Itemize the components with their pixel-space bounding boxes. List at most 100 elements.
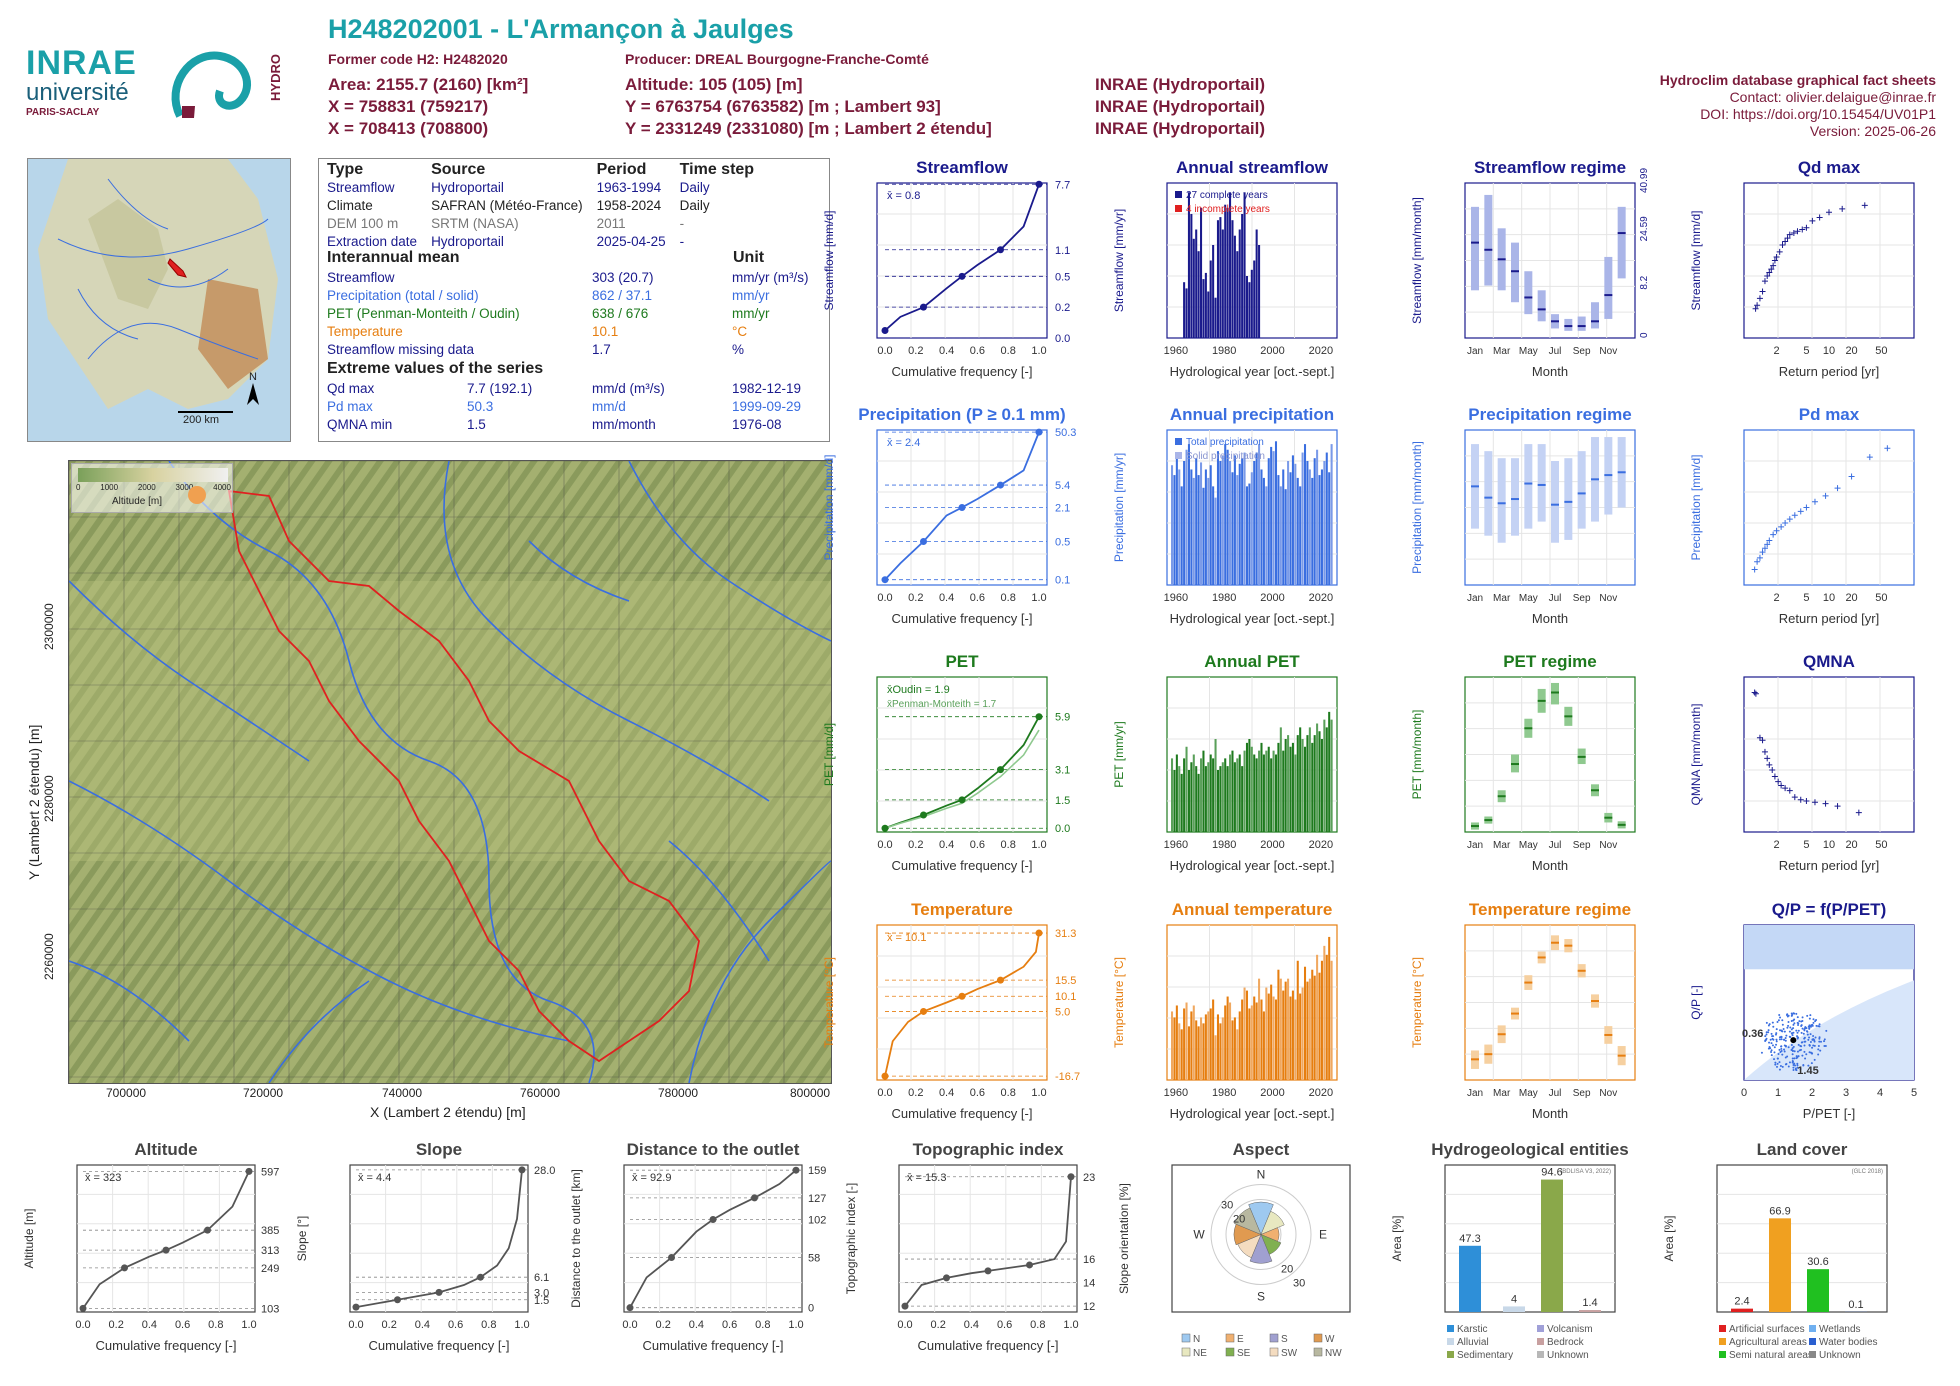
plot-frame <box>876 676 1048 833</box>
x-tick-label: 2000 <box>1260 1087 1284 1099</box>
bar <box>1279 727 1282 832</box>
legend-label: Karstic <box>1457 1324 1488 1335</box>
x-axis-label: Cumulative frequency [-] <box>918 1338 1059 1353</box>
scatter-point <box>1808 1036 1811 1039</box>
bar <box>1229 192 1232 338</box>
plot-area: 31.3 15.5 10.1 5.0 -16.7 0.0 0.2 0.4 0.6 0.8 1.0 x̄… <box>876 924 1080 1099</box>
legend-swatch <box>1269 1347 1279 1357</box>
legend-swatch <box>1225 1333 1235 1343</box>
scatter-point <box>1780 1036 1783 1039</box>
regime-box <box>1511 458 1519 536</box>
bar <box>1187 444 1190 585</box>
x-tick-label: 0.6 <box>970 839 985 851</box>
plot-area: 1960 1980 2000 2020 <box>1164 924 1338 1099</box>
chart-title: Qd max <box>1798 158 1861 177</box>
x-tick-label: 1980 <box>1212 592 1236 604</box>
y-axis-label: PET [mm/month] <box>1410 710 1424 800</box>
return-point <box>1791 794 1798 801</box>
bar <box>1202 750 1205 832</box>
return-point <box>1834 485 1841 492</box>
bar <box>1190 1011 1193 1080</box>
bar <box>1197 1026 1200 1080</box>
return-point <box>1764 273 1771 279</box>
scatter-point <box>1801 1016 1804 1019</box>
scatter-point <box>1812 1035 1815 1038</box>
right-value-label: -16.7 <box>1055 1071 1080 1083</box>
x-axis-label: Cumulative frequency [-] <box>643 1338 784 1353</box>
scatter-point <box>1787 1020 1790 1023</box>
bar <box>1207 291 1210 338</box>
ext-row-qmna: QMNA min 1.5 mm/month 1976-08 <box>327 416 827 434</box>
bar <box>1231 750 1234 832</box>
cdf-point <box>435 1288 443 1296</box>
x-tick-label: 50 <box>1875 839 1887 851</box>
return-point <box>1761 748 1768 755</box>
version: Version: 2025-06-26 <box>1809 123 1936 139</box>
chart-svg: 2 5 10 20 50 Pd max Return period [yr] Precipit… <box>1689 405 1915 626</box>
rose-dir-w: W <box>1193 1228 1205 1242</box>
scatter-point <box>1818 1040 1821 1043</box>
x-tick-label: 0.0 <box>877 1087 892 1099</box>
bar <box>1200 462 1203 585</box>
x-tick-label: 2000 <box>1260 345 1284 357</box>
north-arrow-icon <box>247 383 259 405</box>
bar <box>1253 260 1256 338</box>
scatter-point <box>1802 1064 1805 1067</box>
x-tick-label: Mar <box>1493 840 1511 851</box>
x-tick-label: 0.2 <box>382 1319 397 1331</box>
cdf-point <box>881 326 889 334</box>
bar <box>1183 282 1186 338</box>
rose-dir-e: E <box>1319 1228 1327 1242</box>
x-tick-label: 5 <box>1803 839 1809 851</box>
y-axis-label: Area [%] <box>1662 1215 1676 1261</box>
plot-area: 2 5 10 20 50 <box>1743 182 1915 357</box>
scatter-point <box>1819 1049 1822 1052</box>
bar <box>1258 978 1261 1080</box>
x-tick-label: 0.8 <box>1030 1319 1045 1331</box>
right-value-label: 103 <box>261 1303 279 1315</box>
bar <box>1255 1002 1258 1080</box>
mean-row-pet: PET (Penman-Monteith / Oudin) 638 / 676 mm… <box>327 305 827 323</box>
bar-value-label: 4 <box>1511 1293 1517 1305</box>
scatter-point <box>1810 1052 1813 1055</box>
y-axis-label: Precipitation [mm/d] <box>822 454 836 560</box>
bar <box>1320 960 1323 1080</box>
x-tick-label: Nov <box>1599 1088 1617 1099</box>
cdf-point <box>881 576 889 584</box>
rose-dir-n: N <box>1257 1168 1266 1182</box>
scatter-point <box>1781 1065 1784 1068</box>
x-tick-label: 5 <box>1803 345 1809 357</box>
altitude-legend: 0 1000 2000 3000 4000 Altitude [m] <box>71 463 233 513</box>
bar <box>1209 754 1212 832</box>
x-tick-label: 1.0 <box>788 1319 803 1331</box>
return-point <box>1754 302 1761 309</box>
cdf-point <box>881 1072 889 1080</box>
bar <box>1316 723 1319 832</box>
right-value-label: 15.5 <box>1055 975 1076 987</box>
bar <box>1265 486 1268 585</box>
bar <box>1318 972 1321 1080</box>
x-tick-label: 1980 <box>1212 1087 1236 1099</box>
scatter-point <box>1795 1012 1798 1015</box>
x-tick-label: Jul <box>1549 346 1562 357</box>
univ-logo-text: université <box>26 79 129 106</box>
bar <box>1330 444 1333 585</box>
bar <box>1320 469 1323 585</box>
bar <box>1226 996 1229 1080</box>
contact[interactable]: Contact: olivier.delaigue@inrae.fr <box>1729 89 1936 105</box>
right-value-label: 3.1 <box>1055 765 1070 777</box>
cdf-point <box>1035 428 1043 436</box>
bar <box>1200 1017 1203 1080</box>
regime-box <box>1577 316 1586 331</box>
bar <box>1296 960 1299 1080</box>
doi-link[interactable]: DOI: https://doi.org/10.15454/UV01P1 <box>1700 106 1936 122</box>
chart-svg: (BDLISA V3, 2022) 47.3 4 94.6 1.4 Karstic Volc… <box>1390 1140 1629 1374</box>
chart-title: Precipitation regime <box>1468 405 1631 424</box>
scatter-point <box>1780 1029 1783 1032</box>
cell: Streamflow missing data <box>327 342 475 357</box>
scatter-point <box>1775 1040 1778 1043</box>
bar <box>1294 754 1297 832</box>
x-axis-label: Return period [yr] <box>1779 611 1879 626</box>
scatter-point <box>1769 1038 1772 1041</box>
col-type: Type <box>327 161 364 178</box>
